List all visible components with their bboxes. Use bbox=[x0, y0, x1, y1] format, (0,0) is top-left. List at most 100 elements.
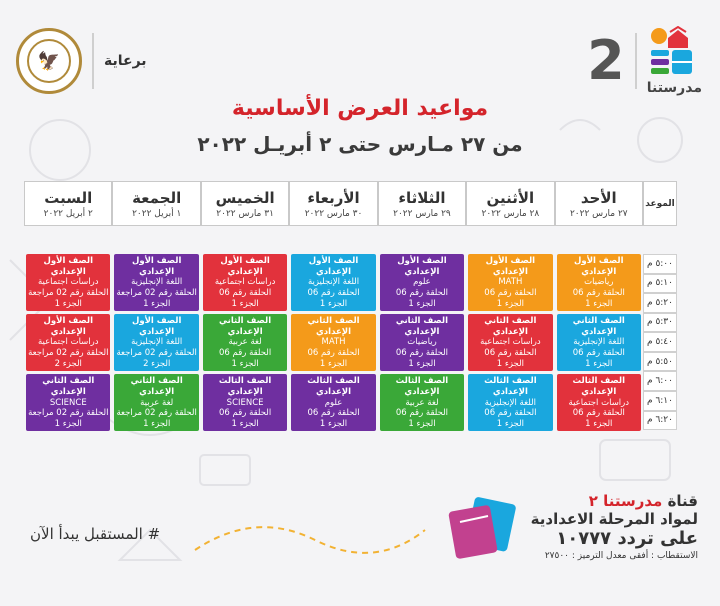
channel-technical: الاستقطاب : أفقى معدل الترميز : ٢٧٥٠٠ bbox=[544, 551, 698, 561]
episode-label: الحلقة رقم 02 مراجعة bbox=[28, 348, 109, 358]
subject-label: MATH bbox=[498, 277, 523, 288]
day-name: الثلاثاء bbox=[398, 188, 446, 207]
program-block: الصف الأول الإعدادي دراسات اجتماعية الحلقة… bbox=[26, 254, 111, 312]
program-block: الصف الثالث الإعدادي علوم الحلقة رقم 06 الج… bbox=[291, 374, 376, 432]
subject-label: رياضيات bbox=[584, 277, 614, 288]
day-date: ٣٠ مارس ٢٠٢٢ bbox=[304, 208, 363, 219]
program-block: الصف الأول الإعدادي اللغة الإنجليزية الحلق… bbox=[291, 254, 376, 312]
program-block: الصف الثالث الإعدادي اللغة الإنجليزية الحل… bbox=[468, 374, 553, 432]
part-label: الجزء 1 bbox=[585, 358, 613, 369]
subject-label: علوم bbox=[324, 397, 343, 408]
day-date: ١ أبريل ٢٠٢٢ bbox=[132, 208, 182, 219]
channel-title: قناة مدرستنا ٢ bbox=[531, 492, 698, 510]
subject-label: SCIENCE bbox=[226, 397, 264, 408]
program-block: الصف الأول الإعدادي رياضيات الحلقة رقم 06 ا… bbox=[556, 254, 641, 312]
part-label: الجزء 1 bbox=[496, 418, 524, 429]
divider bbox=[634, 33, 637, 89]
subject-label: علوم bbox=[413, 277, 431, 288]
part-label: الجزء 1 bbox=[54, 418, 82, 429]
part-label: الجزء 2 bbox=[143, 358, 171, 369]
grade-label: الصف الثالث الإعدادي bbox=[572, 376, 626, 397]
program-block: الصف الثالث الإعدادي دراسات اجتماعية الحلق… bbox=[556, 374, 641, 432]
day-column: الصف الأول الإعدادي دراسات اجتماعية الحلقة… bbox=[201, 254, 289, 432]
day-header: الخميس ٣١ مارس ٢٠٢٢ bbox=[200, 181, 290, 226]
brand-name: مدرستنا bbox=[646, 80, 702, 96]
day-name: الأربعاء bbox=[307, 188, 360, 207]
channel-info: قناة مدرستنا ٢ لمواد المرحلة الاعدادية ع… bbox=[531, 492, 698, 561]
grade-label: الصف الثاني الإعدادي bbox=[42, 376, 95, 397]
episode-label: الحلقة رقم 06 bbox=[395, 408, 449, 419]
divider bbox=[92, 33, 94, 89]
grade-label: الصف الأول الإعدادي bbox=[43, 316, 93, 337]
grade-label: الصف الثاني الإعدادي bbox=[219, 316, 272, 337]
brand-logo: 2 مدرستنا bbox=[587, 26, 702, 96]
program-block: الصف الثاني الإعدادي SCIENCE الحلقة رقم 02… bbox=[26, 374, 111, 432]
schedule-grid: ٥:٠٠ م ٥:١٠ م ٥:٢٠ م ٥:٣٠ م ٥:٤٠ م ٥:٥٠ م ٦:٠٠… bbox=[24, 254, 677, 432]
page-subtitle: من ٢٧ مـارس حتى ٢ أبريـل ٢٠٢٢ bbox=[197, 132, 523, 156]
episode-label: الحلقة رقم 06 bbox=[572, 287, 625, 298]
grade-label: الصف الأول الإعدادي bbox=[397, 256, 447, 277]
grade-label: الصف الأول الإعدادي bbox=[308, 256, 359, 277]
subject-label: اللغة الإنجليزية bbox=[573, 337, 625, 348]
subject-label: رياضيات bbox=[407, 337, 437, 348]
part-label: الجزء 1 bbox=[231, 298, 259, 309]
part-label: الجزء 1 bbox=[54, 298, 82, 309]
grade-label: الصف الثالث الإعدادي bbox=[395, 376, 449, 397]
part-label: الجزء 1 bbox=[585, 418, 613, 429]
subject-label: دراسات اجتماعية bbox=[214, 277, 276, 288]
program-block: الصف الثالث الإعدادي لغة عربية الحلقة رقم … bbox=[379, 374, 465, 432]
grade-label: الصف الثاني الإعدادي bbox=[395, 316, 448, 337]
episode-label: الحلقة رقم 06 bbox=[395, 348, 449, 358]
subject-label: اللغة الإنجليزية bbox=[484, 397, 536, 408]
subject-label: دراسات اجتماعية bbox=[568, 397, 630, 408]
day-date: ٢٧ مارس ٢٠٢٢ bbox=[569, 208, 628, 219]
channel-name: مدرستنا ٢ bbox=[588, 492, 663, 510]
grade-label: الصف الأول الإعدادي bbox=[574, 256, 624, 277]
subject-label: MATH bbox=[321, 337, 346, 348]
day-column: الصف الأول الإعدادي دراسات اجتماعية الحلقة… bbox=[24, 254, 112, 432]
subject-label: دراسات اجتماعية bbox=[37, 337, 99, 348]
time-slot: ٥:٣٠ م bbox=[643, 312, 677, 333]
day-header: الثلاثاء ٢٩ مارس ٢٠٢٢ bbox=[377, 181, 467, 226]
grade-label: الصف الثالث الإعدادي bbox=[307, 376, 360, 397]
program-block: الصف الثالث الإعدادي SCIENCE الحلقة رقم 06… bbox=[202, 374, 288, 432]
day-date: ٢٩ مارس ٢٠٢٢ bbox=[393, 208, 451, 219]
part-label: الجزء 1 bbox=[143, 298, 171, 309]
day-header: الأربعاء ٣٠ مارس ٢٠٢٢ bbox=[289, 181, 378, 226]
grade-label: الصف الثاني الإعدادي bbox=[130, 376, 183, 397]
part-label: الجزء 1 bbox=[231, 358, 259, 369]
grade-label: الصف الأول الإعدادي bbox=[220, 256, 270, 277]
ministry-seal-icon: 🦅 bbox=[16, 28, 82, 94]
subject-label: دراسات اجتماعية bbox=[37, 277, 99, 288]
grade-label: الصف الثاني الإعدادي bbox=[307, 316, 360, 337]
schedule-header: الموعد الأحد ٢٧ مارس ٢٠٢٢ الأثنين ٢٨ مارس … bbox=[24, 181, 677, 226]
grade-label: الصف الأول الإعدادي bbox=[131, 316, 182, 337]
program-block: الصف الأول الإعدادي اللغة الإنجليزية الحلق… bbox=[114, 314, 199, 372]
madrasatna-icon bbox=[651, 26, 693, 74]
time-slot: ٥:٤٠ م bbox=[643, 332, 677, 352]
day-column: الصف الأول الإعدادي MATH الحلقة رقم 06 الجز… bbox=[466, 254, 554, 432]
sponsor-area: 🦅 برعاية bbox=[16, 28, 147, 94]
grade-label: الصف الأول الإعدادي bbox=[485, 256, 536, 277]
part-label: الجزء 1 bbox=[408, 418, 436, 429]
program-block: الصف الأول الإعدادي اللغة الإنجليزية الحلق… bbox=[114, 254, 199, 312]
time-slot: ٦:٠٠ م bbox=[643, 371, 677, 391]
grade-label: الصف الثالث الإعدادي bbox=[484, 376, 537, 397]
dashed-decoration bbox=[194, 526, 426, 554]
program-block: الصف الأول الإعدادي دراسات اجتماعية الحلقة… bbox=[26, 314, 111, 372]
channel-subtitle: لمواد المرحلة الاعدادية bbox=[530, 510, 698, 528]
episode-label: الحلقة رقم 06 bbox=[307, 287, 360, 298]
part-label: الجزء 1 bbox=[408, 298, 436, 309]
day-column: الصف الأول الإعدادي علوم الحلقة رقم 06 الجز… bbox=[378, 254, 466, 432]
day-column: الصف الأول الإعدادي اللغة الإنجليزية الحلق… bbox=[289, 254, 377, 432]
day-column: الصف الأول الإعدادي اللغة الإنجليزية الحلق… bbox=[112, 254, 200, 432]
day-date: ٢ أبريل ٢٠٢٢ bbox=[43, 208, 93, 219]
part-label: الجزء 1 bbox=[585, 298, 613, 309]
channel-prefix: قناة bbox=[667, 492, 698, 510]
time-slot: ٥:١٠ م bbox=[643, 273, 677, 294]
episode-label: الحلقة رقم 06 bbox=[484, 287, 537, 298]
time-slot: ٥:٢٠ م bbox=[643, 293, 677, 313]
episode-label: الحلقة رقم 06 bbox=[307, 408, 360, 419]
episode-label: الحلقة رقم 06 bbox=[307, 348, 360, 358]
subject-label: لغة عربية bbox=[228, 337, 262, 348]
